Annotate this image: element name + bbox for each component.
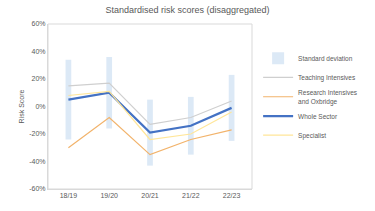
svg-text:Risk Score: Risk Score bbox=[18, 89, 25, 123]
svg-text:20%: 20% bbox=[32, 75, 46, 82]
svg-text:21/22: 21/22 bbox=[182, 192, 200, 199]
svg-text:18/19: 18/19 bbox=[60, 192, 78, 199]
svg-text:Whole Sector: Whole Sector bbox=[298, 113, 338, 120]
svg-text:60%: 60% bbox=[32, 20, 46, 27]
svg-text:19/20: 19/20 bbox=[100, 192, 118, 199]
svg-text:Standardised risk scores (disa: Standardised risk scores (disaggregated) bbox=[105, 5, 269, 15]
svg-text:0%: 0% bbox=[35, 103, 45, 110]
svg-text:22/23: 22/23 bbox=[223, 192, 241, 199]
svg-text:-40%: -40% bbox=[29, 158, 45, 165]
svg-text:-60%: -60% bbox=[29, 185, 45, 192]
svg-text:40%: 40% bbox=[32, 48, 46, 55]
svg-text:-20%: -20% bbox=[29, 130, 45, 137]
svg-text:Research Intensivesand Oxbridg: Research Intensivesand Oxbridge bbox=[298, 89, 358, 105]
svg-text:Teaching Intensives: Teaching Intensives bbox=[298, 74, 356, 82]
svg-text:20/21: 20/21 bbox=[141, 192, 159, 199]
svg-text:Specialist: Specialist bbox=[298, 132, 326, 140]
svg-text:Standard deviation: Standard deviation bbox=[298, 55, 353, 62]
